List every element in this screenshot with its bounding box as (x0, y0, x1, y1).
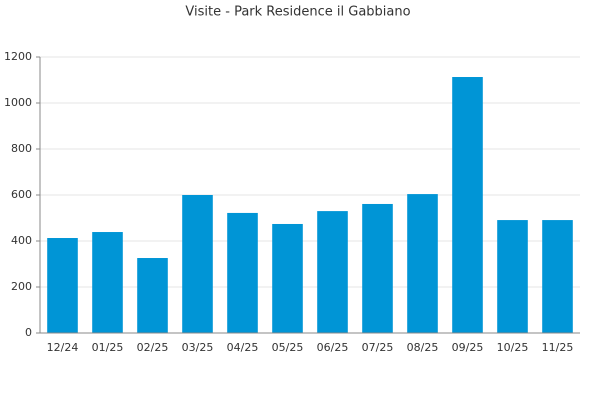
y-tick-label: 1200 (4, 50, 32, 63)
bar (92, 232, 123, 333)
x-tick-label: 07/25 (362, 341, 394, 354)
y-tick-label: 400 (11, 234, 32, 247)
bar (182, 195, 213, 333)
x-tick-label: 06/25 (317, 341, 349, 354)
x-tick-label: 12/24 (47, 341, 79, 354)
y-tick-label: 800 (11, 142, 32, 155)
y-tick-label: 1000 (4, 96, 32, 109)
bar (452, 77, 483, 333)
bar (317, 211, 348, 333)
bar (362, 203, 393, 333)
x-tick-label: 09/25 (452, 341, 484, 354)
x-tick-label: 04/25 (227, 341, 259, 354)
bar (497, 220, 528, 333)
bar (47, 238, 78, 333)
x-tick-label: 02/25 (137, 341, 169, 354)
x-tick-label: 11/25 (542, 341, 574, 354)
y-tick-label: 600 (11, 188, 32, 201)
bar (542, 220, 573, 333)
x-tick-label: 03/25 (182, 341, 214, 354)
bar (227, 212, 258, 333)
y-tick-label: 0 (25, 326, 32, 339)
y-tick-label: 200 (11, 280, 32, 293)
x-tick-label: 01/25 (92, 341, 124, 354)
bar (137, 258, 168, 333)
bar (272, 223, 303, 333)
x-tick-label: 05/25 (272, 341, 304, 354)
chart-title: Visite - Park Residence il Gabbiano (185, 5, 410, 20)
x-tick-label: 10/25 (497, 341, 529, 354)
x-tick-label: 08/25 (407, 341, 439, 354)
bar (407, 194, 438, 333)
